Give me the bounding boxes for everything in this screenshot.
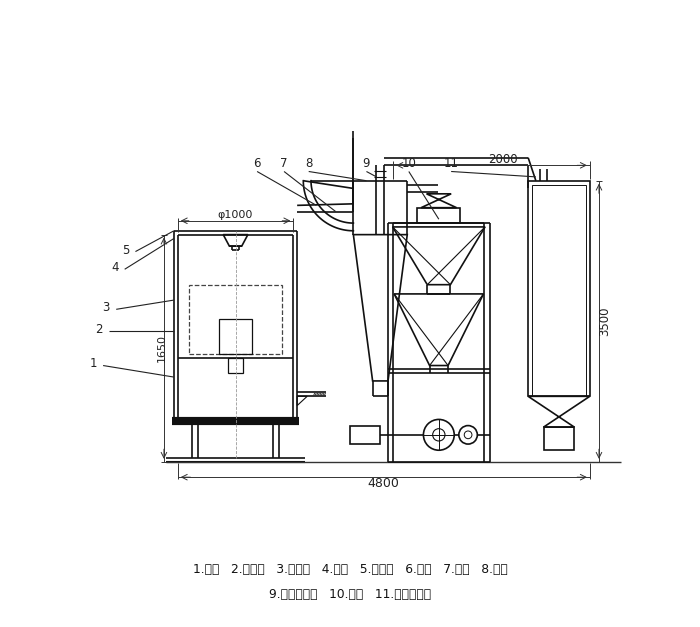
Text: 3500: 3500 bbox=[598, 307, 612, 336]
Bar bbox=[417, 208, 461, 223]
Text: 1.底座   2.回风道   3.激振器   4.筛网   5.进料斗   6.风机   7.绞龙   8.料仓: 1.底座 2.回风道 3.激振器 4.筛网 5.进料斗 6.风机 7.绞龙 8.… bbox=[193, 563, 508, 576]
Text: 1: 1 bbox=[90, 357, 97, 371]
Bar bbox=[532, 184, 586, 396]
Bar bbox=[349, 426, 380, 444]
Bar bbox=[543, 427, 574, 450]
Text: 7: 7 bbox=[280, 157, 288, 171]
Text: 2000: 2000 bbox=[489, 154, 518, 166]
Text: 5: 5 bbox=[122, 243, 130, 256]
Text: 9.旋风分离器   10.支架   11.布袋除尘器: 9.旋风分离器 10.支架 11.布袋除尘器 bbox=[269, 588, 431, 601]
Text: 3: 3 bbox=[103, 302, 110, 314]
Bar bbox=[189, 285, 281, 354]
Bar bbox=[528, 181, 590, 396]
Text: 9: 9 bbox=[363, 157, 370, 171]
Bar bbox=[228, 358, 244, 373]
Text: 10: 10 bbox=[401, 157, 416, 171]
Text: φ1000: φ1000 bbox=[218, 209, 253, 219]
Text: 2: 2 bbox=[96, 323, 103, 336]
Text: 1650: 1650 bbox=[157, 334, 167, 362]
Text: 11: 11 bbox=[444, 157, 458, 171]
Bar bbox=[218, 319, 253, 354]
Text: 6: 6 bbox=[253, 157, 261, 171]
Text: 4800: 4800 bbox=[368, 477, 400, 490]
Text: 8: 8 bbox=[305, 157, 312, 171]
Text: 4: 4 bbox=[111, 261, 118, 274]
